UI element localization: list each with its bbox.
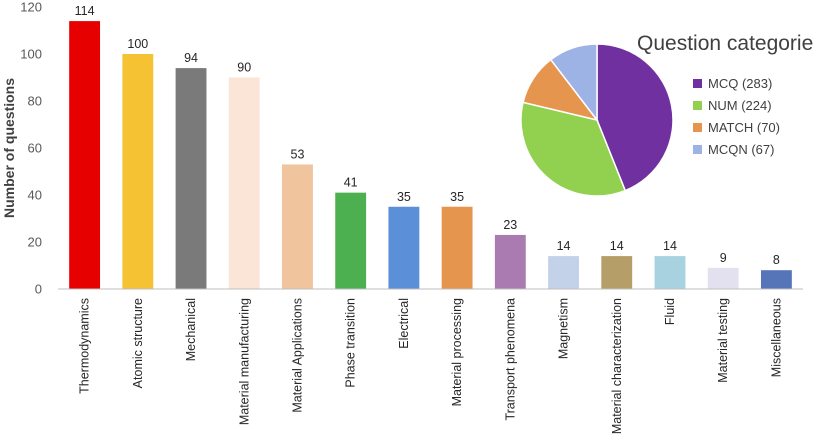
category-labels: Thermodynamics Atomic structure Mechanical… [78,298,784,434]
bars [69,21,792,289]
pie-chart: Question categories MCQ (283) NUM (224) MA… [520,32,813,197]
bar [654,256,686,289]
y-tick-label: 120 [20,0,42,15]
y-tick-label: 60 [28,141,42,156]
legend-swatch [693,79,702,88]
category-label: Material manufacturing [237,298,251,425]
category-label: Fluid [663,298,677,325]
category-label: Material processing [450,298,464,406]
bar [494,234,526,289]
legend-label: MATCH (70) [708,120,780,135]
legend-label: MCQ (283) [708,76,772,91]
bar-value-label: 14 [663,239,677,253]
legend-swatch [693,101,702,110]
bar [69,21,101,289]
category-label: Material Applications [290,298,304,413]
y-axis-label: Number of questions [1,78,17,218]
category-label: Material characterization [610,298,624,434]
pie-slice [520,101,627,197]
bar [282,164,313,289]
category-label: Miscellaneous [769,298,783,377]
category-label: Phase transition [344,298,358,388]
y-tick-label: 20 [28,235,42,250]
y-tick-label: 100 [20,47,42,62]
bar-value-label: 9 [720,251,727,265]
pie-slices [520,43,674,197]
legend-label: NUM (224) [708,98,772,113]
bar-value-label: 114 [75,4,95,18]
pie-slice [596,43,674,192]
bar [335,192,367,289]
y-tick-label: 40 [28,188,42,203]
bar-value-label: 14 [557,239,571,253]
bar [548,256,579,289]
bar [601,256,633,289]
bar-value-label: 100 [127,37,148,51]
y-tick-label: 80 [28,94,42,109]
category-label: Transport phenomena [503,298,517,421]
legend-swatch [693,123,702,132]
bar-value-labels: 114 100 94 90 53 41 35 35 23 14 14 14 9 8 [75,4,780,267]
bar-value-label: 35 [450,190,464,204]
pie-title: Question categories [637,32,813,55]
legend-swatch [693,145,702,154]
category-label: Thermodynamics [78,298,92,394]
bar [707,267,739,289]
bar-value-label: 14 [610,239,624,253]
bar [122,54,154,289]
bar-value-label: 94 [184,51,198,65]
category-label: Material testing [716,298,730,383]
bar [175,68,207,289]
bar-value-label: 35 [397,190,411,204]
y-tick-label: 0 [35,282,42,297]
bar-value-label: 41 [344,176,358,190]
legend-label: MCQN (67) [708,142,774,157]
category-label: Magnetism [557,298,571,359]
bar [388,206,420,289]
category-label: Atomic structure [131,298,145,388]
bar-value-label: 53 [291,147,305,161]
bar-value-label: 90 [237,61,251,75]
bar [760,270,792,289]
bar [441,206,473,289]
category-label: Mechanical [184,298,198,361]
pie-legend: MCQ (283) NUM (224) MATCH (70) MCQN (67) [693,76,780,157]
bar-value-label: 23 [503,218,517,232]
y-axis-ticks: 0 20 40 60 80 100 120 [20,0,42,297]
category-label: Electrical [397,298,411,349]
bar [228,77,260,289]
pie-slice [549,43,598,123]
bar-value-label: 8 [773,253,780,267]
